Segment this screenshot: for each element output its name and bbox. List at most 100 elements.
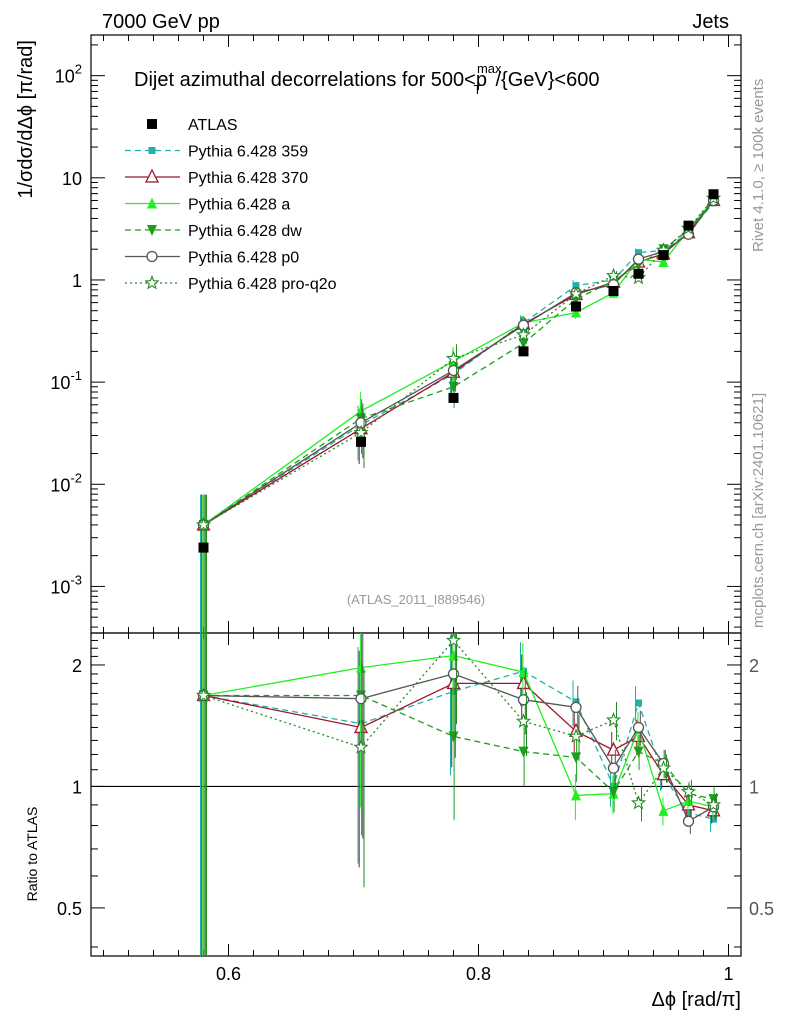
axis-ticks	[91, 35, 741, 956]
legend-label: Pythia 6.428 p0	[188, 250, 299, 267]
ratio-point	[710, 815, 717, 823]
y-tick-label-exp: 2	[75, 62, 82, 77]
ratio-point	[610, 782, 617, 790]
main-point	[568, 285, 584, 301]
header-left: 7000 GeV pp	[102, 11, 220, 33]
legend-marker	[147, 197, 157, 209]
ratio-point	[356, 661, 366, 673]
y-tick-label: 10-1	[50, 368, 82, 393]
ratio-point	[607, 762, 620, 774]
ratio-point	[605, 712, 622, 727]
main-point	[571, 306, 581, 318]
y-tick-label: 10	[62, 169, 82, 189]
ratio-point	[571, 789, 581, 801]
ratio-point	[568, 728, 584, 743]
ratio-point	[680, 783, 697, 799]
atlas-data-point	[571, 301, 581, 312]
main-series-line	[203, 200, 715, 526]
series-4	[197, 194, 720, 956]
chart-title: Dijet azimuthal decorrelations for 500<p…	[134, 61, 599, 97]
ratio-series-line	[203, 654, 714, 812]
main-series-line	[203, 199, 715, 526]
atlas-data-point	[658, 250, 669, 261]
legend-marker	[147, 225, 157, 236]
chart-title-post: /{GeV}<600	[495, 69, 599, 91]
main-series-line	[203, 202, 714, 526]
ratio-plot-frame	[90, 632, 742, 957]
chart-title-sub: T	[474, 82, 482, 97]
ratio-tick-label-right: 0.5	[749, 899, 774, 919]
side-label-top: Rivet 4.1.0, ≥ 100k events	[750, 79, 767, 252]
x-tick-label: 1	[723, 964, 733, 984]
main-point	[658, 255, 669, 267]
main-point	[195, 516, 212, 532]
atlas-data-point	[633, 268, 644, 279]
atlas-data-point	[518, 346, 529, 357]
y-axis-label: 1/σdσ/dΔϕ [π/rad]	[15, 40, 37, 199]
y-tick-label: 102	[55, 62, 82, 87]
y-tick-label-base: 10	[50, 577, 70, 597]
main-point	[448, 381, 459, 393]
legend-label: Pythia 6.428 370	[188, 170, 308, 187]
y-tick-label-exp: -1	[70, 368, 82, 383]
atlas-data-point	[683, 220, 694, 231]
ratio-series-line	[203, 670, 714, 820]
series-1	[196, 192, 721, 956]
main-point	[353, 424, 369, 440]
x-tick-label: 0.8	[466, 964, 491, 984]
main-point	[445, 350, 462, 365]
main-point	[605, 267, 622, 283]
header-right: Jets	[692, 11, 729, 33]
y-tick-label-base: 10	[50, 373, 70, 393]
analysis-tag: (ATLAS_2011_I889546)	[347, 592, 485, 607]
series-layer	[195, 190, 722, 956]
legend-marker	[148, 147, 156, 154]
ratio-point	[633, 746, 644, 758]
ratio-tick-label-left: 1	[72, 777, 82, 797]
ratio-point	[685, 809, 692, 817]
legend-label: Pythia 6.428 dw	[188, 223, 302, 240]
legend-marker	[144, 168, 160, 183]
y-tick-label-exp: -3	[70, 572, 82, 587]
ratio-point	[630, 794, 647, 810]
main-point	[635, 249, 642, 257]
legend-marker	[147, 119, 157, 129]
legend: ATLAS Pythia 6.428 359 Pythia 6.428 370 Pyt…	[125, 117, 337, 293]
chart-title-sup: max	[477, 61, 502, 76]
atlas-data-point	[448, 392, 459, 403]
ratio-series-line	[203, 639, 714, 806]
legend-marker	[146, 250, 158, 263]
legend-label: Pythia 6.428 pro-q2o	[188, 276, 337, 293]
main-point	[515, 326, 532, 342]
ratio-tick-label-right: 2	[749, 656, 759, 676]
ratio-point	[608, 786, 619, 798]
y-tick-label: 10-3	[50, 572, 82, 597]
ratio-point	[606, 741, 621, 756]
ratio-point	[655, 760, 672, 775]
data-layer	[198, 189, 719, 553]
legend-label: Pythia 6.428 359	[188, 144, 308, 161]
ratio-point	[632, 721, 645, 734]
atlas-data-point	[608, 285, 619, 296]
series-2	[198, 193, 719, 956]
y-tick-label: 1	[72, 271, 82, 291]
chart-title-pre: Dijet azimuthal decorrelations for 500<p	[134, 69, 487, 91]
atlas-data-point	[708, 189, 719, 200]
x-axis-label: Δϕ [rad/π]	[652, 989, 742, 1011]
series-0	[200, 199, 717, 956]
ratio-point	[353, 739, 369, 754]
ratio-tick-label-left: 0.5	[57, 899, 82, 919]
legend-label: Pythia 6.428 a	[188, 197, 290, 214]
ratio-point	[516, 674, 531, 690]
y-tick-label: 10-2	[50, 470, 82, 495]
ratio-series-line	[203, 673, 714, 823]
series-3	[198, 194, 719, 956]
ratio-tick-label-right: 1	[749, 777, 759, 797]
ratio-point	[195, 687, 212, 703]
ratio-point	[445, 632, 462, 647]
x-tick-label: 0.6	[216, 964, 241, 984]
series-5	[195, 190, 722, 956]
ratio-point	[682, 815, 695, 827]
ratio-point	[570, 701, 582, 714]
